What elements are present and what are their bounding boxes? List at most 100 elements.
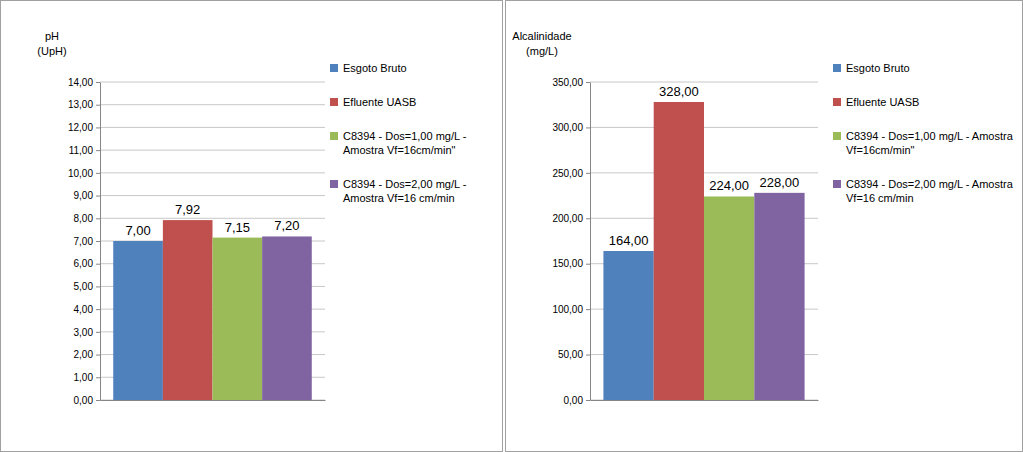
grid-line [100,172,325,173]
y-tick: 50,00 [558,349,590,360]
legend: Esgoto Bruto Efluente UASB C8394 - Dos=1,0… [330,62,467,204]
y-tick: 250,00 [552,168,590,179]
legend-label: C8394 - Dos=1,00 mg/L - AmostraVf=16cm/m… [846,130,1014,156]
grid-line [100,104,325,105]
data-label: 164,00 [609,233,649,248]
y-tick-mark [586,82,590,83]
y-axis: 0,00 1,00 2,00 3,00 4,00 5,00 6,00 7,00 8,00 9,00… [68,77,101,406]
legend-label: C8394 - Dos=1,00 mg/L -Amostra Vf=16cm/m… [343,130,467,156]
y-tick-mark [96,400,100,401]
y-axis: 0,00 50,00 100,00 150,00 200,00 250,00 300,00 3… [552,77,590,406]
y-tick-label: 8,00 [74,213,94,224]
legend-label: Esgoto Bruto [846,62,910,74]
y-tick: 3,00 [74,327,100,338]
y-tick: 13,00 [68,99,100,110]
y-tick: 100,00 [552,304,590,315]
y-tick-mark [586,173,590,174]
bars [113,220,312,400]
y-tick-mark [96,150,100,151]
y-tick-label: 6,00 [74,258,94,269]
y-tick-mark [96,332,100,333]
y-tick: 5,00 [74,281,100,292]
legend-swatch [330,98,338,106]
y-tick-mark [96,241,100,242]
grid-line [100,82,325,83]
legend-label: Efluente UASB [343,96,416,108]
y-tick: 0,00 [74,395,100,406]
legend-label: C8394 - Dos=2,00 mg/L -Amostra Vf=16 cm/… [343,178,467,204]
legend-label: C8394 - Dos=2,00 mg/L - AmostraVf=16 cm/… [846,178,1014,204]
y-tick-label: 2,00 [74,349,94,360]
bar [262,236,312,400]
y-tick-mark [586,264,590,265]
y-tick-label: 50,00 [558,349,583,360]
y-tick-label: 350,00 [552,77,583,88]
y-tick-label: 11,00 [69,145,94,156]
y-tick-mark [96,309,100,310]
y-axis-line [100,83,101,401]
panel-border [1,1,503,452]
y-tick-label: 200,00 [552,213,583,224]
grid-line [100,195,325,196]
y-tick-label: 14,00 [68,77,93,88]
bar [213,238,263,400]
chart-panel: 0,00 50,00 100,00 150,00 200,00 250,00 300,00 3… [506,1,1023,452]
bar [754,193,804,400]
y-tick-mark [96,105,100,106]
y-tick-mark [586,309,590,310]
y-axis-line [590,83,591,401]
y-tick: 7,00 [74,236,100,247]
legend-swatch [833,64,841,72]
y-tick-label: 10,00 [68,168,93,179]
legend-swatch [833,132,841,140]
data-label: 7,00 [125,223,150,238]
y-tick: 6,00 [74,258,100,269]
y-tick: 150,00 [552,258,590,269]
grid-line [100,150,325,151]
y-tick-mark [96,286,100,287]
y-tick-label: 0,00 [74,395,94,406]
y-tick: 12,00 [68,122,100,133]
y-tick-mark [96,218,100,219]
grid [100,82,325,400]
y-tick: 300,00 [552,122,590,133]
y-axis-title: pH [45,30,59,42]
legend-swatch [330,64,338,72]
y-tick-label: 250,00 [552,168,583,179]
y-tick-label: 4,00 [74,304,94,315]
legend-label: Efluente UASB [846,96,919,108]
data-label: 7,92 [175,202,200,217]
y-tick: 1,00 [74,372,100,383]
legend-swatch [833,98,841,106]
grid-line [590,82,818,83]
y-tick: 350,00 [552,77,590,88]
x-axis-line [101,400,326,401]
y-tick-mark [96,377,100,378]
y-tick-mark [96,82,100,83]
y-tick: 9,00 [74,190,100,201]
y-tick-label: 12,00 [68,122,93,133]
y-tick-label: 150,00 [552,258,583,269]
bar [113,241,163,400]
legend-swatch [833,180,841,188]
y-tick: 14,00 [68,77,100,88]
legend-label: Esgoto Bruto [343,62,407,74]
legend-swatch [330,180,338,188]
y-tick-mark [586,218,590,219]
y-tick-mark [96,355,100,356]
figure: 0,00 1,00 2,00 3,00 4,00 5,00 6,00 7,00 8,00 9,00… [0,0,1023,452]
grid [590,82,818,400]
panel-border [506,1,1023,452]
y-tick-label: 0,00 [564,395,584,406]
legend-swatch [330,132,338,140]
data-label: 328,00 [659,84,699,99]
y-tick: 10,00 [68,168,100,179]
y-tick-mark [96,127,100,128]
y-tick-label: 1,00 [74,372,94,383]
y-tick-label: 3,00 [74,327,94,338]
bars [603,102,804,400]
grid-line [100,127,325,128]
bar [704,196,754,400]
y-tick-mark [96,264,100,265]
y-tick-label: 300,00 [552,122,583,133]
